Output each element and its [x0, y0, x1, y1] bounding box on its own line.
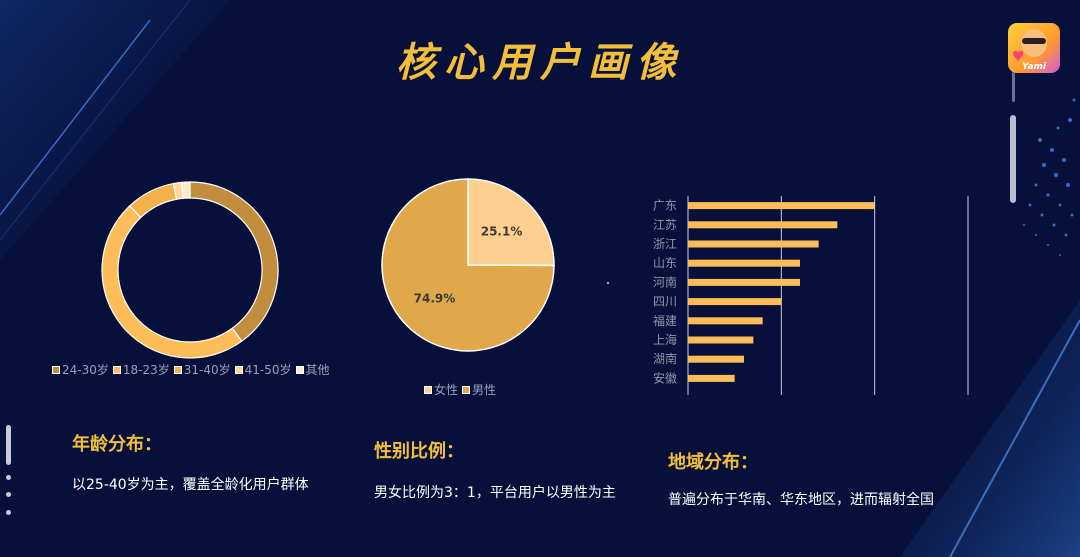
- legend-swatch: [424, 385, 432, 394]
- region-bar: [688, 202, 875, 210]
- legend-label: 18-23岁: [122, 363, 170, 377]
- side-dot: [6, 492, 11, 497]
- age-slice-1: [101, 205, 243, 359]
- side-scroll-handle[interactable]: [6, 425, 11, 465]
- legend-swatch: [295, 365, 304, 374]
- gender-legend: 女性 男性: [424, 381, 500, 398]
- region-bar: [688, 317, 763, 325]
- age-slice-0: [189, 181, 279, 343]
- region-bar: [688, 221, 838, 229]
- region-panel-title: 地域分布：: [668, 452, 758, 473]
- gender-panel-text: 男女比例为3：1，平台用户以男性为主: [374, 485, 616, 501]
- legend-label: 24-30岁: [62, 363, 109, 377]
- legend-swatch: [52, 365, 60, 374]
- age-donut-chart: [101, 181, 279, 359]
- age-legend-item: 18-23岁: [112, 361, 170, 378]
- page-indicator-active[interactable]: [1010, 115, 1016, 203]
- region-bar: [688, 259, 800, 267]
- region-bar: [688, 336, 754, 344]
- legend-label: 其他: [305, 363, 330, 377]
- age-legend-item: 31-40岁: [173, 361, 231, 378]
- age-slice-4: [181, 181, 191, 199]
- age-slice-2: [128, 182, 178, 219]
- gender-data-label: 25.1%: [481, 225, 523, 239]
- age-panel-title: 年龄分布：: [72, 434, 162, 455]
- region-panel-text: 普遍分布于华南、华东地区，进而辐射全国: [668, 492, 934, 508]
- gender-panel-title: 性别比例：: [374, 441, 464, 462]
- page-indicator-inactive[interactable]: [1012, 72, 1015, 102]
- region-tick-label: 福建: [653, 313, 677, 328]
- legend-label: 女性: [434, 383, 459, 397]
- gender-legend-item: 女性: [424, 381, 458, 398]
- age-legend-item: 24-30岁: [52, 361, 109, 378]
- region-tick-label: 上海: [653, 332, 677, 347]
- gender-slice-1: [381, 178, 555, 352]
- age-legend: 24-30岁 18-23岁 31-40岁 41-50岁 其他: [52, 361, 334, 378]
- legend-swatch: [173, 365, 182, 374]
- gender-legend-item: 男性: [462, 381, 496, 398]
- region-tick-label: 四川: [653, 295, 677, 309]
- region-tick-label: 浙江: [653, 237, 677, 251]
- legend-swatch: [234, 365, 243, 374]
- region-tick-label: 江苏: [653, 218, 677, 232]
- region-tick-label: 山东: [653, 256, 677, 270]
- page-title: 核心用户画像: [396, 40, 684, 86]
- yami-logo: ♥ Yami: [1008, 23, 1060, 73]
- legend-swatch: [112, 365, 121, 374]
- region-bar: [688, 278, 800, 286]
- region-bar: [688, 355, 744, 363]
- legend-swatch: [462, 385, 471, 394]
- region-bar: [688, 240, 819, 248]
- region-tick-label: 湖南: [653, 351, 677, 366]
- age-panel-text: 以25-40岁为主，覆盖全龄化用户群体: [72, 477, 309, 493]
- legend-label: 31-40岁: [183, 363, 231, 377]
- logo-brand-text: Yami: [1022, 62, 1046, 72]
- side-dot: [6, 510, 11, 515]
- gender-pie-chart: 25.1% 74.9%: [381, 178, 555, 352]
- age-legend-item: 其他: [295, 361, 330, 378]
- gender-slice-0: [467, 178, 555, 267]
- gender-data-label: 74.9%: [414, 291, 456, 305]
- region-tick-label: 河南: [653, 274, 677, 289]
- glasses-icon: [1022, 38, 1046, 44]
- age-legend-item: 41-50岁: [234, 361, 292, 378]
- region-tick-label: 广东: [653, 199, 677, 213]
- legend-label: 男性: [472, 383, 497, 397]
- heart-icon: ♥: [1012, 49, 1025, 65]
- legend-label: 41-50岁: [244, 363, 292, 377]
- region-bar: [688, 374, 735, 382]
- side-dot: [6, 475, 11, 480]
- region-bar: [688, 298, 782, 306]
- region-tick-label: 安徽: [653, 370, 677, 385]
